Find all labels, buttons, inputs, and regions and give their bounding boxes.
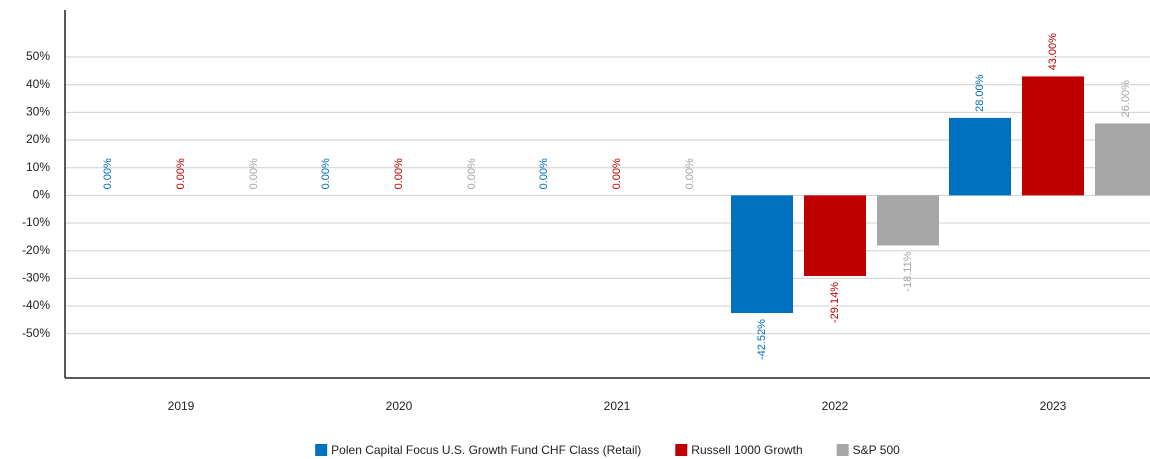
value-label: 0.00% [684,158,696,189]
legend-label: Russell 1000 Growth [691,443,802,457]
value-label: 0.00% [175,158,187,189]
value-label: 0.00% [102,158,114,189]
legend-swatch [836,444,849,456]
y-tick-label: 30% [26,105,50,119]
value-label: 28.00% [974,74,986,112]
legend-swatch [675,444,688,456]
y-tick-label: -20% [22,243,50,257]
y-tick-label: -40% [22,298,50,312]
y-tick-label: -10% [22,215,50,229]
x-tick-label: 2020 [386,399,413,413]
value-label: 0.00% [611,158,623,189]
y-tick-label: -30% [22,271,50,285]
bar [1022,76,1084,196]
value-label: 0.00% [248,158,260,189]
x-tick-label: 2022 [822,399,849,413]
value-label: 0.00% [393,158,405,189]
y-tick-label: 40% [26,77,50,91]
x-tick-label: 2023 [1040,399,1067,413]
y-tick-label: 10% [26,160,50,174]
bar [877,195,939,246]
bar [804,195,866,277]
value-label: 26.00% [1120,80,1132,118]
value-label: -18.11% [902,251,914,291]
y-tick-label: 50% [26,49,50,63]
value-label: 0.00% [466,158,478,189]
legend-label: Polen Capital Focus U.S. Growth Fund CHF… [331,443,641,457]
legend-swatch [315,444,328,456]
y-tick-label: -50% [22,326,50,340]
legend-label: S&P 500 [853,443,900,457]
x-tick-label: 2021 [604,399,631,413]
bar [949,117,1011,196]
y-tick-label: 0% [33,188,51,202]
value-label: 0.00% [538,158,550,189]
bar [1095,123,1150,196]
value-label: -29.14% [829,282,841,323]
value-label: -42.52% [756,319,768,360]
value-label: 0.00% [320,158,332,189]
x-tick-label: 2019 [168,399,195,413]
y-tick-label: 20% [26,132,50,146]
bar [731,195,793,314]
value-label: 43.00% [1047,33,1059,71]
